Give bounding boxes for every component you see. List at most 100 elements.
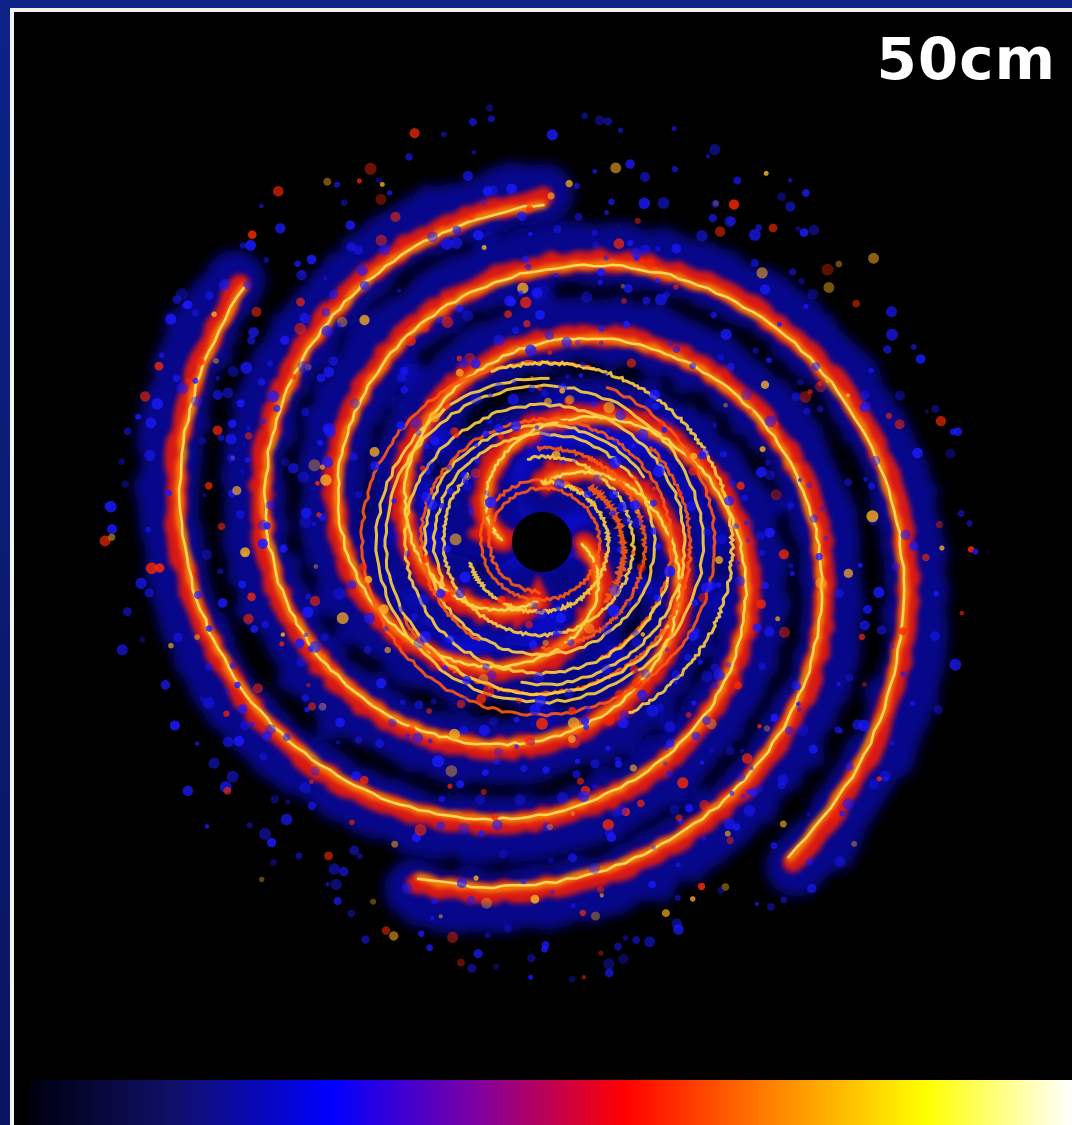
disk-particle	[447, 931, 459, 943]
disk-particle	[404, 733, 411, 739]
disk-particle	[182, 785, 194, 797]
disk-particle	[249, 721, 255, 727]
disk-particle	[755, 224, 763, 232]
disk-particle	[359, 280, 370, 291]
disk-particle	[468, 117, 477, 127]
disk-particle	[900, 671, 906, 677]
disk-particle	[629, 500, 641, 511]
disk-particle	[581, 291, 593, 303]
disk-particle	[431, 898, 438, 905]
disk-particle	[868, 252, 879, 264]
disk-particle	[436, 821, 446, 830]
disk-particle	[632, 476, 638, 482]
disk-particle	[729, 480, 737, 488]
disk-particle	[199, 696, 205, 702]
disk-particle	[653, 465, 665, 478]
disk-particle	[475, 793, 486, 805]
disk-particle	[863, 477, 868, 482]
disk-particle	[900, 529, 911, 540]
disk-particle	[552, 630, 560, 638]
disk-particle	[325, 882, 330, 887]
disk-particle	[225, 689, 231, 695]
disk-particle	[764, 470, 775, 481]
disk-particle	[421, 555, 430, 564]
disk-particle	[678, 578, 684, 584]
scale-label: 50cm	[876, 25, 1056, 93]
disk-particle	[688, 466, 698, 476]
disk-particle	[306, 682, 311, 688]
disk-particle	[798, 277, 805, 285]
disk-particle	[910, 700, 916, 706]
disk-particle	[304, 706, 310, 713]
disk-particle	[299, 782, 311, 794]
disk-particle	[282, 733, 291, 741]
disk-particle	[524, 735, 535, 746]
disk-particle	[407, 725, 416, 734]
disk-particle	[598, 325, 605, 332]
disk-particle	[630, 247, 642, 259]
disk-particle	[158, 352, 165, 359]
disk-particle	[734, 681, 742, 690]
disk-particle	[677, 777, 689, 789]
disk-particle	[741, 389, 753, 401]
disk-particle	[795, 701, 801, 707]
disk-particle	[655, 278, 661, 284]
disk-particle	[462, 675, 472, 685]
disk-particle	[809, 514, 819, 523]
disk-particle	[598, 950, 604, 956]
disk-particle	[335, 717, 346, 728]
disk-particle	[462, 170, 473, 181]
disk-particle	[734, 575, 746, 587]
disk-particle	[839, 810, 846, 817]
disk-particle	[258, 876, 265, 883]
disk-particle	[542, 639, 549, 647]
disk-particle	[785, 201, 796, 212]
disk-particle	[597, 886, 604, 894]
disk-particle	[443, 402, 451, 410]
disk-particle	[612, 439, 618, 445]
disk-particle	[580, 716, 590, 726]
disk-particle	[924, 409, 929, 414]
disk-particle	[581, 112, 588, 120]
disk-particle	[655, 543, 662, 550]
disk-particle	[885, 412, 893, 419]
disk-particle	[648, 880, 656, 889]
disk-particle	[309, 779, 314, 785]
disk-particle	[632, 936, 641, 944]
disk-particle	[671, 670, 681, 679]
disk-particle	[217, 598, 228, 608]
disk-particle	[194, 741, 200, 746]
disk-particle	[370, 461, 380, 471]
disk-particle	[572, 458, 577, 463]
disk-particle	[533, 672, 544, 683]
disk-particle	[806, 858, 814, 866]
disk-particle	[671, 243, 682, 254]
disk-particle	[579, 909, 586, 917]
disk-particle	[770, 716, 777, 723]
disk-particle	[356, 853, 363, 860]
disk-particle	[603, 255, 609, 261]
disk-particle	[588, 862, 600, 874]
disk-particle	[701, 836, 707, 841]
disk-particle	[333, 897, 342, 906]
disk-particle	[456, 780, 465, 789]
disk-particle	[636, 799, 645, 808]
disk-particle	[375, 234, 387, 246]
disk-particle	[621, 298, 627, 304]
disk-particle	[609, 456, 621, 469]
disk-particle	[537, 386, 543, 391]
disk-particle	[520, 296, 532, 309]
disk-particle	[863, 605, 872, 614]
disk-particle	[487, 115, 495, 123]
disk-particle	[438, 914, 443, 919]
disk-particle	[957, 509, 965, 517]
disk-particle	[481, 598, 491, 607]
disk-particle	[259, 752, 268, 761]
disk-particle	[108, 533, 116, 541]
disk-particle	[330, 879, 342, 891]
disk-particle	[409, 128, 420, 139]
disk-particle	[584, 623, 595, 634]
disk-particle	[531, 287, 543, 299]
disk-particle	[727, 363, 735, 371]
disk-particle	[459, 571, 471, 583]
